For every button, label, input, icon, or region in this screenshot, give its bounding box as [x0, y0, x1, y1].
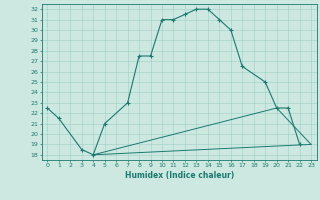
- X-axis label: Humidex (Indice chaleur): Humidex (Indice chaleur): [124, 171, 234, 180]
